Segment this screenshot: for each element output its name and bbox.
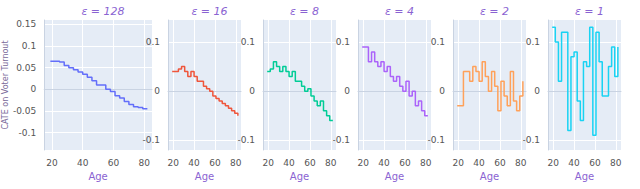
svg-text:60: 60 (399, 158, 411, 168)
svg-text:Age: Age (195, 171, 214, 182)
svg-text:-0.1: -0.1 (522, 135, 540, 145)
svg-text:40: 40 (378, 158, 390, 168)
svg-text:20: 20 (46, 158, 58, 168)
svg-text:80: 80 (515, 158, 527, 168)
svg-text:-0.1: -0.1 (142, 135, 160, 145)
svg-text:0.1: 0.1 (241, 37, 255, 47)
svg-text:40: 40 (473, 158, 485, 168)
svg-text:40: 40 (568, 158, 580, 168)
svg-text:ε = 2: ε = 2 (480, 5, 509, 18)
svg-text:60: 60 (304, 158, 316, 168)
svg-text:-0.1: -0.1 (19, 128, 37, 138)
svg-text:0: 0 (30, 84, 36, 94)
svg-text:ε = 4: ε = 4 (385, 5, 414, 18)
svg-text:ε = 1: ε = 1 (575, 5, 604, 18)
svg-text:20: 20 (547, 158, 559, 168)
svg-text:20: 20 (357, 158, 369, 168)
svg-text:0.1: 0.1 (336, 37, 350, 47)
svg-text:-0.1: -0.1 (237, 135, 255, 145)
svg-text:0.1: 0.1 (146, 37, 160, 47)
svg-text:ε = 128: ε = 128 (81, 5, 124, 18)
svg-text:Age: Age (290, 171, 309, 182)
svg-text:80: 80 (610, 158, 622, 168)
svg-text:60: 60 (589, 158, 601, 168)
svg-text:Age: Age (88, 171, 107, 182)
svg-text:0: 0 (154, 86, 160, 96)
svg-text:80: 80 (139, 158, 151, 168)
svg-text:0: 0 (534, 86, 540, 96)
svg-text:CATE on Voter Turnout: CATE on Voter Turnout (1, 40, 10, 129)
svg-text:80: 80 (325, 158, 337, 168)
svg-text:ε = 16: ε = 16 (191, 5, 227, 18)
svg-text:20: 20 (452, 158, 464, 168)
svg-text:Age: Age (480, 171, 499, 182)
svg-text:40: 40 (77, 158, 89, 168)
svg-text:-0.05: -0.05 (13, 106, 36, 116)
svg-text:40: 40 (283, 158, 295, 168)
svg-text:60: 60 (209, 158, 221, 168)
svg-text:60: 60 (108, 158, 120, 168)
svg-text:-0.1: -0.1 (332, 135, 350, 145)
svg-text:0.1: 0.1 (431, 37, 445, 47)
svg-text:0.1: 0.1 (22, 41, 36, 51)
svg-text:20: 20 (262, 158, 274, 168)
svg-text:Age: Age (385, 171, 404, 182)
svg-text:0.1: 0.1 (526, 37, 540, 47)
svg-text:ε = 8: ε = 8 (290, 5, 319, 18)
svg-text:Age: Age (575, 171, 594, 182)
svg-text:80: 80 (230, 158, 242, 168)
svg-text:20: 20 (167, 158, 179, 168)
svg-text:-0.1: -0.1 (427, 135, 445, 145)
svg-text:0.05: 0.05 (16, 63, 36, 73)
svg-text:40: 40 (188, 158, 200, 168)
svg-text:0: 0 (439, 86, 445, 96)
svg-text:60: 60 (494, 158, 506, 168)
svg-text:0: 0 (249, 86, 255, 96)
svg-text:0: 0 (344, 86, 350, 96)
svg-text:0.15: 0.15 (16, 19, 36, 29)
svg-text:80: 80 (420, 158, 432, 168)
